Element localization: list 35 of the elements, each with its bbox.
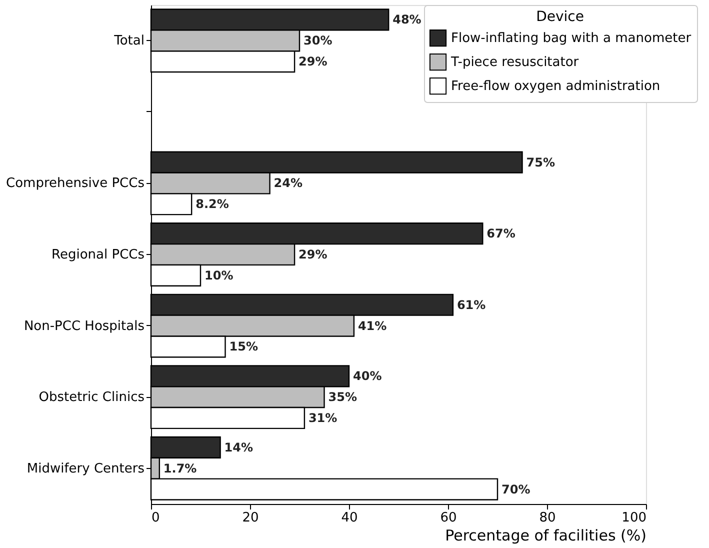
data-label: 31% bbox=[308, 410, 338, 425]
x-tick-label: 80 bbox=[539, 510, 556, 526]
data-label: 40% bbox=[353, 369, 382, 384]
y-tick-label: Non-PCC Hospitals bbox=[24, 318, 145, 334]
x-tick-label: 40 bbox=[341, 510, 358, 526]
data-label: 1.7% bbox=[163, 461, 197, 476]
data-label: 70% bbox=[502, 482, 530, 496]
data-label: 8.2% bbox=[196, 197, 229, 212]
data-label: 15% bbox=[229, 340, 258, 354]
legend-label: Free-flow oxygen administration bbox=[451, 79, 660, 94]
data-label: 41% bbox=[358, 318, 387, 333]
data-label: 10% bbox=[204, 268, 234, 282]
y-tick-label: Regional PCCs bbox=[52, 248, 145, 262]
data-label: 24% bbox=[274, 176, 303, 190]
data-label: 48% bbox=[392, 12, 422, 27]
y-tick-label: Comprehensive PCCs bbox=[6, 176, 145, 192]
legend-label: Flow-inflating bag with a manometer bbox=[451, 31, 692, 46]
legend-label: T-piece resuscitator bbox=[450, 55, 580, 70]
x-tick-label: 100 bbox=[622, 510, 646, 526]
x-tick-label: 0 bbox=[152, 510, 160, 526]
y-tick-label: Obstetric Clinics bbox=[38, 390, 145, 406]
data-label: 67% bbox=[486, 226, 516, 241]
legend-title: Device bbox=[536, 9, 584, 25]
data-label: 29% bbox=[298, 248, 328, 262]
x-tick-label: 20 bbox=[242, 510, 259, 526]
x-tick-label: 60 bbox=[440, 510, 457, 526]
y-tick-label: Total bbox=[113, 34, 144, 49]
y-tick-label: Midwifery Centers bbox=[26, 461, 145, 476]
data-label: 75% bbox=[526, 155, 555, 170]
data-label: 30% bbox=[304, 34, 332, 48]
data-label: 29% bbox=[298, 54, 328, 69]
data-label: 14% bbox=[224, 440, 254, 454]
data-label: 35% bbox=[328, 390, 357, 404]
data-label: 61% bbox=[456, 298, 486, 312]
x-axis-title: Percentage of facilities (%) bbox=[445, 526, 646, 544]
